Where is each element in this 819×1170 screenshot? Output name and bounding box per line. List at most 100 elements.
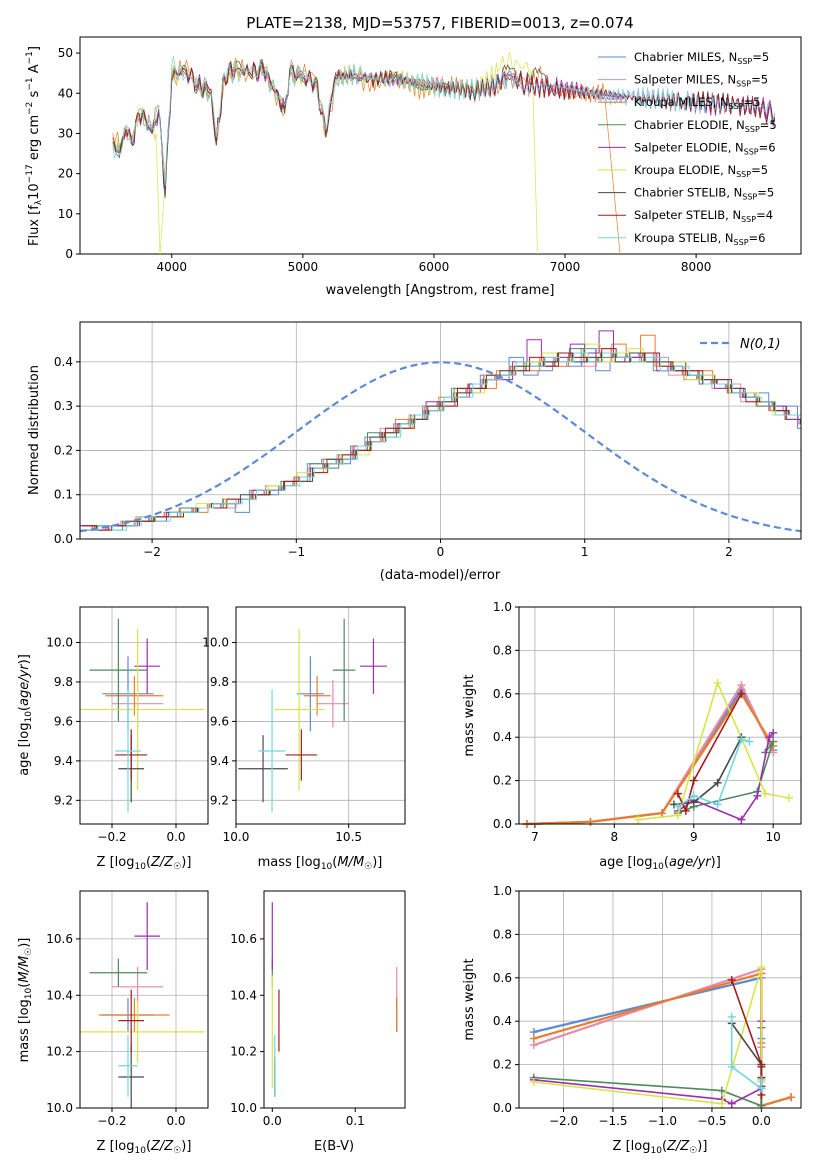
- weight-marker: [657, 809, 666, 818]
- weight-marker: [769, 728, 778, 737]
- y-tick-label: 9.8: [54, 675, 73, 689]
- label-part: M/M: [17, 956, 32, 983]
- x-tick-label: −0.2: [97, 830, 126, 844]
- spectrum-xlabel: wavelength [Angstrom, rest frame]: [326, 283, 555, 298]
- legend-count: =6: [759, 140, 776, 154]
- x-tick-label: 0.0: [752, 1114, 771, 1128]
- y-tick-label: 10.0: [202, 636, 229, 650]
- label-part: ☉: [364, 862, 372, 872]
- label-part: 10: [24, 711, 34, 723]
- weight-marker: [689, 776, 698, 785]
- histogram-step: [80, 348, 801, 531]
- weight-marker: [673, 802, 682, 811]
- weight-marker: [673, 811, 682, 820]
- weight-marker: [727, 1062, 736, 1071]
- y-tick-label: 0.1: [54, 488, 73, 502]
- z-age-xlabel: Z [log10(Z/Z☉)]: [97, 855, 192, 872]
- panel-frame: [79, 890, 209, 1109]
- spectrum-line: [112, 61, 776, 190]
- spectrum-axes: 4000 5000 6000 7000 8000 0 10 20 30 40 50: [58, 46, 712, 274]
- residual-axes: −2 −1 0 1 2 0.0 0.1 0.2 0.3 0.4: [54, 355, 733, 559]
- weight-ylabel: mass weight: [462, 958, 477, 1040]
- label-part: (: [17, 706, 32, 711]
- weight-marker: [737, 815, 746, 824]
- z-mass-ylabel: mass [log10(M/M☉)]: [17, 938, 34, 1063]
- x-tick-label: −2.0: [549, 1114, 578, 1128]
- label-part: 10: [652, 862, 664, 872]
- weight-marker: [689, 791, 698, 800]
- legend-count: =5: [752, 50, 769, 64]
- weight-marker: [713, 678, 722, 687]
- y-tick-label: 0.2: [493, 774, 512, 788]
- weight-marker: [586, 817, 595, 826]
- panel-frame: [518, 890, 802, 1109]
- residual-ylabel: Normed distribution: [27, 365, 42, 495]
- weight-marker: [529, 1077, 538, 1086]
- y-tick-label: 9.2: [54, 793, 73, 807]
- x-tick-label: 0.1: [346, 1114, 365, 1128]
- spectrum-panel: 4000 5000 6000 7000 8000 0 10 20 30 40 50 waveleng…: [25, 36, 802, 298]
- weight-marker: [717, 1099, 726, 1108]
- z-age-panel: −0.2 0.09.29.49.69.810.0Z [log10(Z/Z☉)]ag…: [17, 606, 209, 872]
- label-part: 10: [321, 862, 333, 872]
- weight-marker: [757, 1060, 766, 1069]
- x-tick-label: −1: [287, 545, 305, 559]
- y-tick-label: 9.6: [54, 714, 73, 728]
- y-tick-label: 20: [58, 167, 73, 181]
- label-part: )]: [372, 855, 382, 870]
- label-part: M/M: [337, 855, 364, 870]
- spectrum-frame: [79, 36, 802, 255]
- label-part: )]: [17, 938, 32, 948]
- y-tick-label: 10.6: [46, 932, 73, 946]
- legend-label: Chabrier STELIB, NSSP=5: [634, 186, 774, 202]
- y-tick-label: 10.6: [230, 932, 257, 946]
- z-mass-xlabel: Z [log10(Z/Z☉)]: [97, 1139, 192, 1156]
- label-part: age/yr: [669, 855, 712, 870]
- legend-label: Kroupa ELODIE, NSSP=5: [634, 163, 768, 179]
- weight-marker: [713, 800, 722, 809]
- legend-normal-label: N(0,1): [740, 337, 781, 352]
- x-tick-label: 10.0: [223, 830, 250, 844]
- x-tick-label: 0.0: [166, 1114, 185, 1128]
- spectrum-line: [112, 52, 538, 254]
- label-part: Z/Z: [666, 1139, 690, 1154]
- figure-title: PLATE=2138, MJD=53757, FIBERID=0013, z=0…: [246, 14, 633, 32]
- weight-marker: [765, 733, 774, 742]
- residual-grid: [80, 322, 801, 540]
- residual-panel: −2 −1 0 1 2 0.0 0.1 0.2 0.3 0.4 (data-model)/erro…: [27, 321, 802, 583]
- y-tick-label: 9.4: [54, 754, 73, 768]
- y-tick-label: 0.2: [493, 1058, 512, 1072]
- label-part: )]: [17, 654, 32, 664]
- histogram-step: [80, 343, 801, 531]
- weight-marker: [745, 737, 754, 746]
- label-part: (: [17, 983, 32, 988]
- x-tick-label: 5000: [288, 260, 319, 274]
- weight-marker: [757, 1101, 766, 1110]
- weight-marker: [757, 1075, 766, 1084]
- legend-subscript: SSP: [742, 193, 757, 202]
- x-tick-label: 0: [437, 545, 445, 559]
- weight-marker: [761, 789, 770, 798]
- weight-line: [730, 1016, 763, 1091]
- label-part: (: [146, 855, 151, 870]
- y-tick-label: 9.4: [210, 754, 229, 768]
- label-part: ☉: [24, 948, 34, 956]
- label-part: age [log: [599, 855, 652, 870]
- x-tick-label: 8000: [681, 260, 712, 274]
- weight-marker: [634, 815, 643, 824]
- label-part: Z/Z: [150, 1139, 174, 1154]
- x-tick-label: −1.5: [598, 1114, 627, 1128]
- y-tick-label: 0.4: [54, 355, 73, 369]
- x-tick-label: 8: [611, 830, 619, 844]
- panel-frame: [263, 890, 406, 1109]
- label-part: Z [log: [613, 1139, 651, 1154]
- legend-label: Chabrier ELODIE, NSSP=5: [634, 118, 777, 134]
- weight-marker: [713, 778, 722, 787]
- mass-age-panel: 10.0 10.5 9.2 9.4 9.6 9.8 10.0 mass [log10(M/M☉…: [202, 606, 406, 872]
- errorbar-group: [271, 902, 398, 1097]
- legend-label: Salpeter STELIB, NSSP=4: [634, 208, 773, 224]
- weight-ylabel: mass weight: [462, 674, 477, 756]
- weight-marker: [717, 1086, 726, 1095]
- x-tick-label: 10.5: [335, 830, 362, 844]
